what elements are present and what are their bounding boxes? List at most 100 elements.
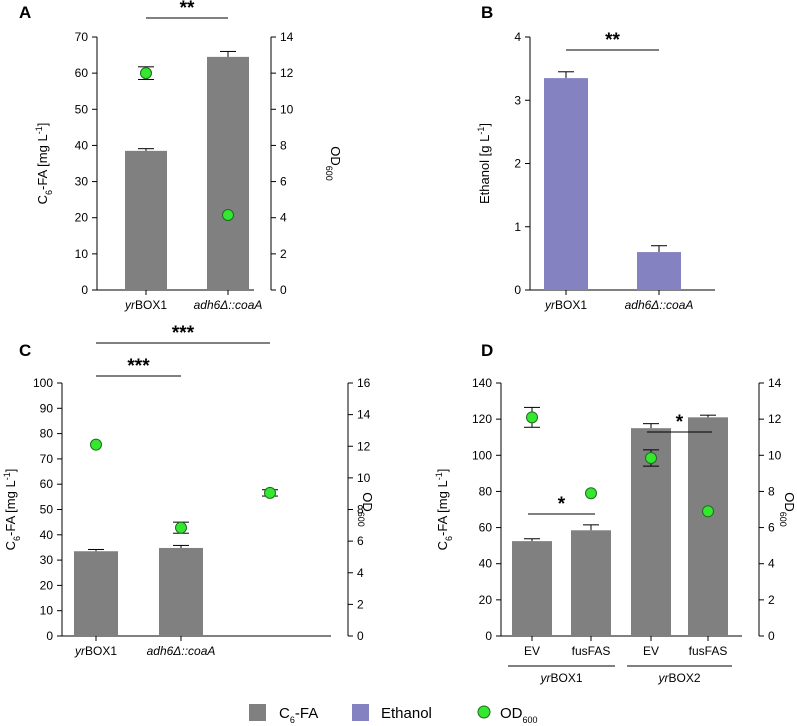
- significance-label: **: [605, 30, 620, 51]
- legend-label-ethanol: Ethanol: [381, 705, 432, 722]
- y2-axis-title: OD600: [324, 146, 343, 181]
- y-tick-label: 30: [40, 553, 54, 567]
- y2-tick-label: 12: [280, 66, 294, 80]
- y2-tick-label: 8: [280, 138, 287, 152]
- group-label: yrBOX2: [657, 671, 700, 685]
- y-tick-label: 50: [40, 503, 54, 517]
- x-tick-label: yrBOX1: [74, 644, 117, 658]
- bar: [125, 150, 167, 290]
- y-tick-label: 100: [33, 376, 53, 390]
- y2-tick-label: 6: [768, 521, 775, 535]
- y2-tick-label: 4: [768, 557, 775, 571]
- significance-label: *: [676, 412, 684, 433]
- y2-tick-label: 10: [357, 471, 371, 485]
- legend: C6-FA Ethanol OD600: [249, 704, 538, 725]
- y-tick-label: 0: [81, 283, 88, 297]
- x-tick-label: EV: [524, 644, 540, 658]
- y2-tick-label: 10: [280, 102, 294, 116]
- y-axis-title: C6-FA [mg L-1]: [34, 123, 54, 205]
- x-tick-label: yrBOX1: [124, 298, 167, 312]
- y2-tick-label: 2: [768, 593, 775, 607]
- panel-letter: A: [19, 3, 31, 22]
- y2-tick-label: 14: [357, 408, 371, 422]
- y-axis-title: C6-FA [mg L-1]: [2, 469, 22, 551]
- significance-label: ***: [127, 356, 150, 377]
- x-tick-label: adh6Δ::coaA: [147, 644, 216, 658]
- bar: [74, 551, 118, 636]
- y-tick-label: 80: [479, 484, 493, 498]
- y-tick-label: 20: [40, 578, 54, 592]
- x-tick-label: adh6Δ::coaA: [194, 298, 263, 312]
- panel-letter: D: [481, 341, 493, 360]
- y-tick-label: 0: [485, 629, 492, 643]
- significance-label: ***: [172, 323, 195, 344]
- x-tick-label: yrBOX1: [544, 298, 587, 312]
- y2-tick-label: 6: [357, 534, 364, 548]
- od-point: [645, 451, 657, 464]
- y-tick-label: 30: [75, 175, 89, 189]
- y-axis-title: C6-FA [mg L-1]: [434, 469, 454, 551]
- legend-label-c6fa: C6-FA: [279, 705, 318, 725]
- y2-tick-label: 14: [768, 376, 782, 390]
- y-tick-label: 60: [479, 521, 493, 535]
- significance-label: *: [558, 494, 566, 515]
- y-axis-title: Ethanol [g L-1]: [476, 123, 492, 204]
- panel-letter: B: [481, 3, 493, 22]
- panel-a: A 0 10 20 30 40 50 60 70 0 2 4 6 8 10 12 14 OD600 C6-FA [m…: [19, 0, 343, 312]
- y2-tick-label: 2: [357, 597, 364, 611]
- bar: [512, 541, 552, 636]
- y2-axis-title: OD600: [356, 492, 375, 527]
- y-tick-label: 10: [40, 604, 54, 618]
- od-point: [175, 521, 187, 534]
- od-point: [264, 486, 276, 499]
- y2-tick-label: 10: [768, 448, 782, 462]
- y-tick-label: 140: [472, 376, 492, 390]
- y2-tick-label: 0: [357, 629, 364, 643]
- y2-tick-label: 8: [768, 484, 775, 498]
- y-tick-label: 1: [514, 220, 521, 234]
- y-tick-label: 4: [514, 30, 521, 44]
- y-tick-label: 70: [40, 452, 54, 466]
- bar: [571, 530, 611, 636]
- od-point: [140, 67, 152, 80]
- y-tick-label: 0: [514, 283, 521, 297]
- y-tick-label: 3: [514, 93, 521, 107]
- y-tick-label: 20: [479, 593, 493, 607]
- y2-tick-label: 2: [280, 247, 287, 261]
- y2-tick-label: 4: [280, 211, 287, 225]
- legend-label-od: OD600: [500, 705, 538, 725]
- x-tick-label: EV: [643, 644, 659, 658]
- y2-tick-label: 4: [357, 566, 364, 580]
- y-tick-label: 0: [46, 629, 53, 643]
- y2-tick-label: 14: [280, 30, 294, 44]
- y2-axis-title: OD600: [778, 492, 797, 527]
- od-point: [90, 438, 102, 451]
- bar: [637, 252, 681, 290]
- panel-d: D 0 20 40 60 80 100 120 140 0 2 4 6 8 10 12 14 OD600 C6-FA…: [434, 341, 797, 685]
- od-point: [526, 411, 538, 424]
- legend-swatch-ethanol: [352, 704, 369, 721]
- bar: [159, 547, 203, 636]
- y-tick-label: 40: [40, 528, 54, 542]
- od-point: [222, 209, 234, 222]
- y-tick-label: 100: [472, 448, 492, 462]
- y-tick-label: 80: [40, 427, 54, 441]
- bar: [207, 56, 249, 290]
- y2-tick-label: 6: [280, 175, 287, 189]
- y2-tick-label: 8: [357, 503, 364, 517]
- y-tick-label: 2: [514, 157, 521, 171]
- panel-letter: C: [19, 341, 31, 360]
- legend-swatch-c6fa: [249, 704, 266, 721]
- y2-tick-label: 12: [357, 439, 371, 453]
- x-tick-label: fusFAS: [689, 644, 728, 658]
- group-label: yrBOX1: [539, 671, 582, 685]
- legend-marker-od: [477, 705, 491, 719]
- y-tick-label: 90: [40, 401, 54, 415]
- y-tick-label: 10: [75, 247, 89, 261]
- y-tick-label: 40: [75, 138, 89, 152]
- od-point: [585, 487, 597, 500]
- y-tick-label: 60: [75, 66, 89, 80]
- y-tick-label: 40: [479, 557, 493, 571]
- y2-tick-label: 0: [768, 629, 775, 643]
